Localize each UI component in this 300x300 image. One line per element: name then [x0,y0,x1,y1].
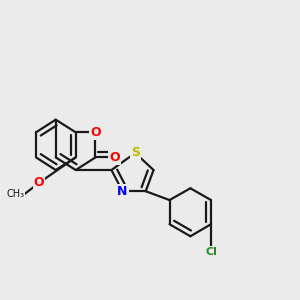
Text: CH₃: CH₃ [6,189,24,199]
Text: O: O [90,126,101,139]
Text: S: S [131,146,140,159]
Text: Cl: Cl [205,247,217,256]
Text: O: O [34,176,44,190]
Text: N: N [117,185,128,198]
Text: O: O [109,151,120,164]
